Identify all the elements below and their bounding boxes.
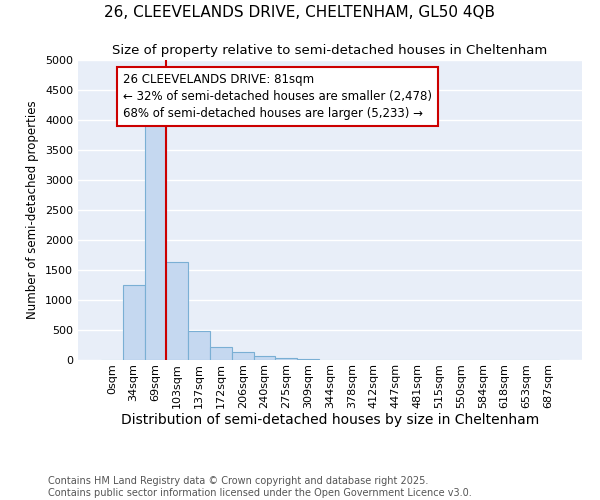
Title: Size of property relative to semi-detached houses in Cheltenham: Size of property relative to semi-detach… bbox=[112, 44, 548, 58]
X-axis label: Distribution of semi-detached houses by size in Cheltenham: Distribution of semi-detached houses by … bbox=[121, 414, 539, 428]
Bar bbox=[123, 285, 145, 360]
Bar bbox=[297, 359, 319, 360]
Y-axis label: Number of semi-detached properties: Number of semi-detached properties bbox=[26, 100, 40, 320]
Bar bbox=[275, 358, 297, 360]
Text: 26, CLEEVELANDS DRIVE, CHELTENHAM, GL50 4QB: 26, CLEEVELANDS DRIVE, CHELTENHAM, GL50 … bbox=[104, 5, 496, 20]
Bar bbox=[166, 262, 188, 360]
Bar bbox=[210, 347, 232, 360]
Text: 26 CLEEVELANDS DRIVE: 81sqm
← 32% of semi-detached houses are smaller (2,478)
68: 26 CLEEVELANDS DRIVE: 81sqm ← 32% of sem… bbox=[123, 73, 432, 120]
Bar bbox=[232, 352, 254, 360]
Bar bbox=[188, 331, 210, 360]
Bar bbox=[254, 356, 275, 360]
Bar bbox=[145, 117, 166, 360]
Text: Contains HM Land Registry data © Crown copyright and database right 2025.
Contai: Contains HM Land Registry data © Crown c… bbox=[48, 476, 472, 498]
